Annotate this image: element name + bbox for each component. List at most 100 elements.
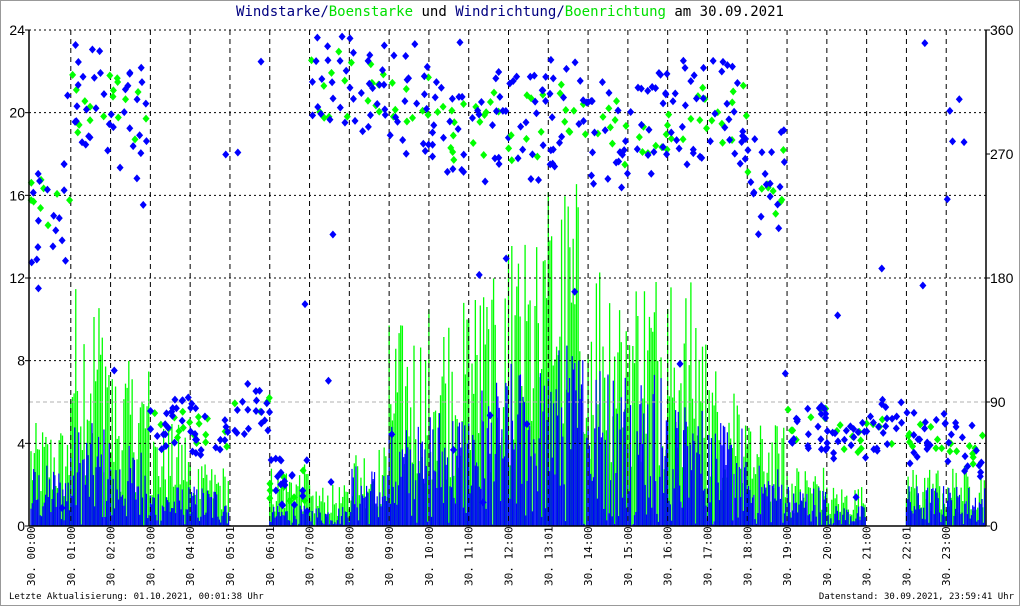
gust-direction-point bbox=[556, 89, 564, 98]
wind-direction-point bbox=[679, 56, 687, 65]
wind-direction-point bbox=[700, 63, 708, 72]
wind-direction-point bbox=[549, 74, 557, 83]
gust-direction-point bbox=[175, 427, 183, 436]
gust-direction-point bbox=[299, 466, 307, 475]
wind-direction-point bbox=[313, 33, 321, 42]
gust-direction-point bbox=[561, 117, 569, 126]
wind-direction-point bbox=[212, 443, 220, 452]
wind-direction-point bbox=[420, 90, 428, 99]
gust-direction-point bbox=[946, 447, 954, 456]
wind-direction-point bbox=[528, 150, 536, 159]
gust-direction-point bbox=[505, 144, 513, 153]
wind-direction-point bbox=[601, 126, 609, 135]
gust-direction-point bbox=[490, 88, 498, 97]
wind-direction-point bbox=[346, 83, 354, 92]
wind-direction-point bbox=[171, 395, 179, 404]
wind-direction-point bbox=[532, 109, 540, 118]
wind-direction-point bbox=[349, 94, 357, 103]
wind-direction-point bbox=[580, 116, 588, 125]
wind-direction-point bbox=[614, 106, 622, 115]
wind-direction-point bbox=[645, 125, 653, 134]
wind-direction-point bbox=[52, 226, 60, 235]
gust-direction-point bbox=[179, 407, 187, 416]
wind-direction-point bbox=[910, 431, 918, 440]
wind-direction-point bbox=[551, 162, 559, 171]
gust-direction-point bbox=[652, 141, 660, 150]
wind-direction-point bbox=[667, 128, 675, 137]
wind-direction-point bbox=[34, 243, 42, 252]
wind-direction-point bbox=[314, 102, 322, 111]
wind-direction-point bbox=[172, 404, 180, 413]
gust-direction-point bbox=[448, 106, 456, 115]
wind-direction-point bbox=[955, 95, 963, 104]
wind-direction-point bbox=[79, 72, 87, 81]
wind-direction-point bbox=[576, 76, 584, 85]
wind-direction-point bbox=[263, 399, 271, 408]
x-tick-label: 30. 04:00 bbox=[184, 526, 197, 586]
wind-direction-point bbox=[898, 418, 906, 427]
wind-direction-point bbox=[513, 72, 521, 81]
gust-direction-point bbox=[938, 444, 946, 453]
wind-direction-point bbox=[401, 97, 409, 106]
wind-direction-point bbox=[502, 254, 510, 263]
wind-direction-point bbox=[277, 456, 285, 465]
wind-direction-point bbox=[224, 428, 232, 437]
wind-direction-point bbox=[523, 420, 531, 429]
wind-direction-point bbox=[847, 441, 855, 450]
wind-direction-point bbox=[719, 57, 727, 66]
wind-direction-point bbox=[591, 128, 599, 137]
wind-direction-point bbox=[723, 99, 731, 108]
wind-direction-point bbox=[823, 427, 831, 436]
wind-direction-point bbox=[388, 430, 396, 439]
wind-direction-point bbox=[815, 404, 823, 413]
wind-direction-point bbox=[184, 393, 192, 402]
gust-direction-point bbox=[599, 112, 607, 121]
gust-direction-point bbox=[888, 439, 896, 448]
wind-direction-point bbox=[369, 84, 377, 93]
wind-direction-point bbox=[324, 376, 332, 385]
wind-direction-point bbox=[421, 147, 429, 156]
wind-direction-point bbox=[590, 179, 598, 188]
wind-direction-point bbox=[882, 422, 890, 431]
wind-direction-point bbox=[842, 426, 850, 435]
gust-direction-point bbox=[758, 184, 766, 193]
wind-direction-point bbox=[437, 83, 445, 92]
wind-direction-point bbox=[74, 57, 82, 66]
x-tick-label: 30. 10:00 bbox=[423, 526, 436, 586]
gust-direction-point bbox=[223, 442, 231, 451]
wind-direction-point bbox=[234, 148, 242, 157]
wind-direction-point bbox=[817, 435, 825, 444]
wind-direction-point bbox=[975, 461, 983, 470]
wind-direction-point bbox=[571, 287, 579, 296]
y-tick-label-left: 12 bbox=[9, 270, 25, 286]
wind-direction-point bbox=[100, 90, 108, 99]
wind-direction-point bbox=[731, 149, 739, 158]
wind-direction-point bbox=[142, 137, 150, 146]
wind-direction-point bbox=[492, 74, 500, 83]
y-tick-label-right: 90 bbox=[990, 394, 1006, 410]
gust-direction-point bbox=[857, 436, 865, 445]
wind-direction-point bbox=[120, 108, 128, 117]
wind-direction-point bbox=[943, 195, 951, 204]
wind-direction-point bbox=[158, 445, 166, 454]
wind-direction-point bbox=[72, 40, 80, 49]
wind-direction-point bbox=[741, 154, 749, 163]
gust-direction-point bbox=[109, 92, 117, 101]
wind-direction-point bbox=[944, 457, 952, 466]
wind-direction-point bbox=[834, 311, 842, 320]
wind-direction-point bbox=[633, 145, 641, 154]
wind-direction-point bbox=[221, 436, 229, 445]
wind-direction-point bbox=[351, 116, 359, 125]
gust-direction-point bbox=[635, 133, 643, 142]
wind-direction-point bbox=[822, 413, 830, 422]
wind-direction-point bbox=[676, 359, 684, 368]
gust-direction-point bbox=[174, 433, 182, 442]
wind-direction-point bbox=[723, 61, 731, 70]
wind-direction-point bbox=[192, 448, 200, 457]
wind-direction-point bbox=[468, 113, 476, 122]
wind-direction-point bbox=[392, 113, 400, 122]
wind-direction-point bbox=[136, 131, 144, 140]
wind-direction-point bbox=[252, 387, 260, 396]
wind-direction-point bbox=[201, 412, 209, 421]
wind-direction-point bbox=[859, 418, 867, 427]
